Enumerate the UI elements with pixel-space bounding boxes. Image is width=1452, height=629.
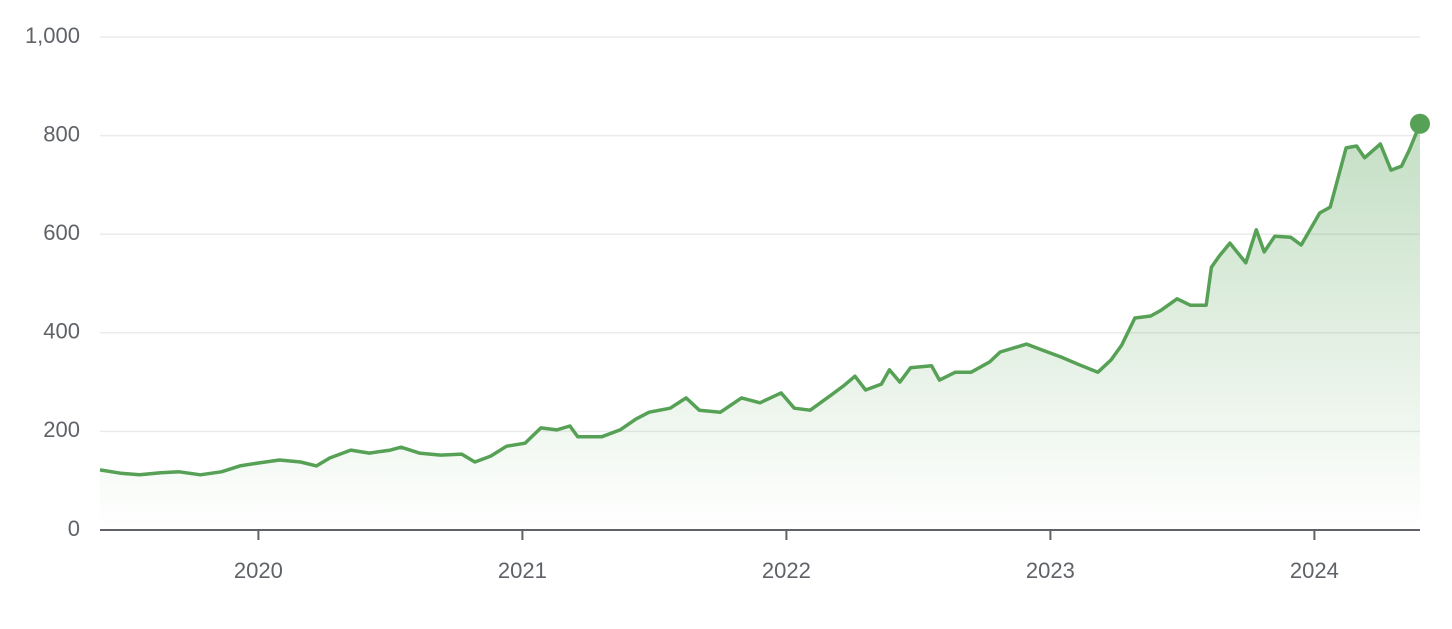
x-tick-label: 2024 [1290,558,1339,583]
y-tick-label: 600 [43,220,80,245]
area [100,123,1420,531]
x-tick-label: 2022 [762,558,811,583]
x-tick-label: 2023 [1026,558,1075,583]
end-point [1410,113,1430,134]
line [99,123,1422,477]
y-tick-label: 200 [43,417,80,442]
y-tick-label: 0 [68,516,80,541]
y-tick-label: 800 [43,121,80,146]
y-tick-label: 400 [43,319,80,344]
x-tick-label: 2020 [234,558,283,583]
x-tick-label: 2021 [498,558,547,583]
y-tick-label: 1,000 [25,23,80,48]
